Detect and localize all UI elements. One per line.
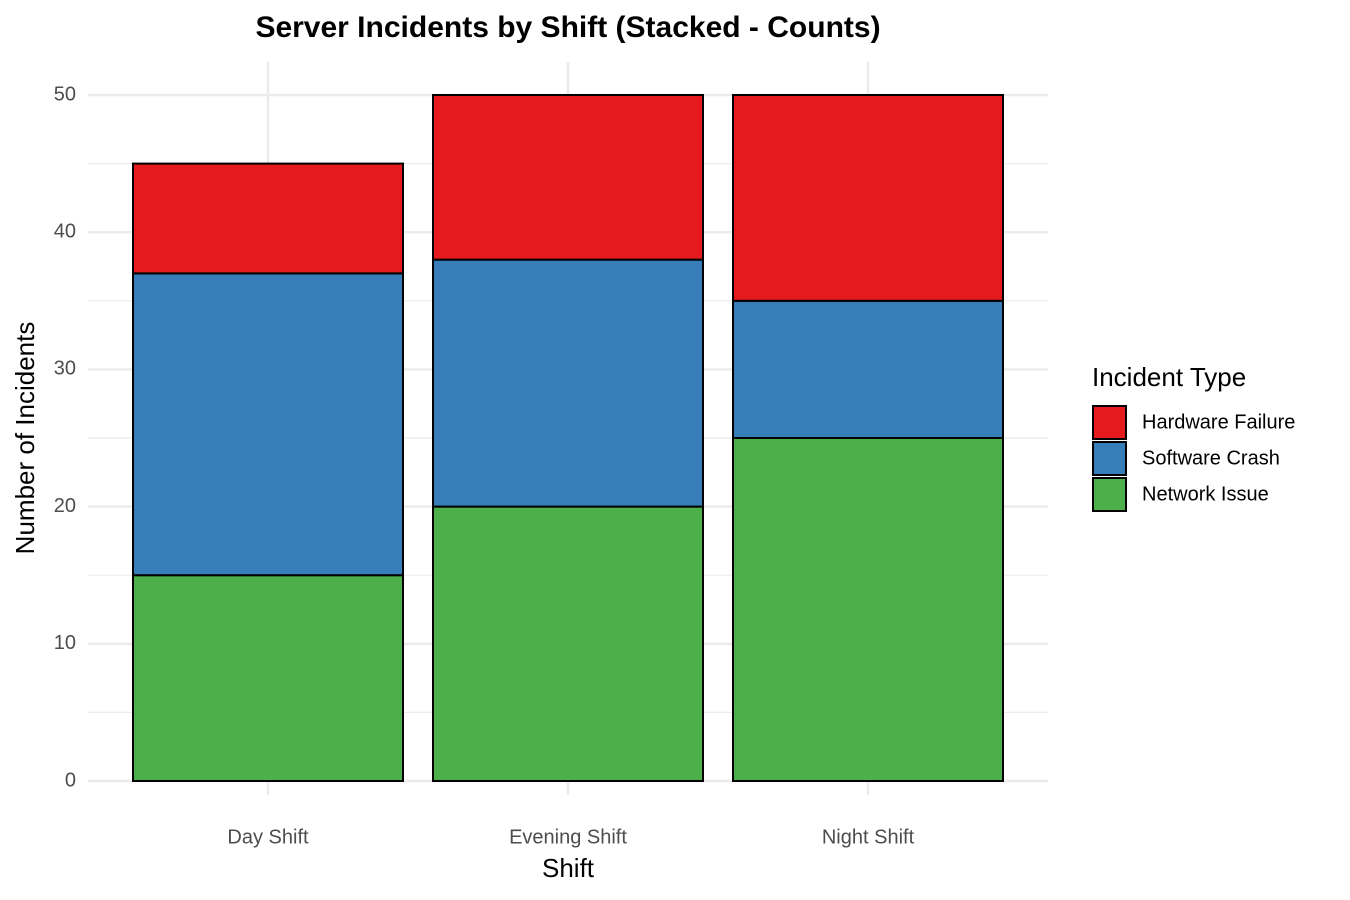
x-tick-label: Day Shift: [227, 826, 309, 848]
legend-swatch: [1092, 405, 1127, 440]
y-tick-label: 0: [65, 769, 76, 791]
chart-title: Server Incidents by Shift (Stacked - Cou…: [255, 11, 880, 44]
legend-swatch: [1092, 441, 1127, 476]
legend-title: Incident Type: [1092, 362, 1246, 392]
bar-segment: [432, 94, 704, 261]
legend: Hardware Failure Software Crash Network Is…: [1092, 405, 1295, 512]
y-tick-label: 20: [54, 495, 76, 517]
legend-label: Network Issue: [1142, 483, 1269, 505]
bar-segment: [432, 258, 704, 508]
bar-segment: [732, 437, 1004, 782]
bar-segment: [132, 574, 404, 783]
bar-segment: [432, 505, 704, 782]
legend-label: Hardware Failure: [1142, 411, 1295, 433]
bar-segment: [132, 162, 404, 275]
bar-segment: [132, 272, 404, 577]
y-tick-label: 50: [54, 83, 76, 105]
x-tick-label: Night Shift: [822, 826, 915, 848]
x-tick-label: Evening Shift: [509, 826, 627, 848]
y-tick-label: 10: [54, 632, 76, 654]
legend-label: Software Crash: [1142, 447, 1280, 469]
y-axis-label: Number of Incidents: [10, 322, 40, 555]
x-axis-label: Shift: [542, 853, 595, 883]
y-tick-label: 40: [54, 220, 76, 242]
bar-segment: [732, 299, 1004, 439]
bars: [132, 94, 1004, 783]
y-tick-label: 30: [54, 358, 76, 380]
legend-swatch: [1092, 477, 1127, 512]
bar-segment: [732, 94, 1004, 302]
